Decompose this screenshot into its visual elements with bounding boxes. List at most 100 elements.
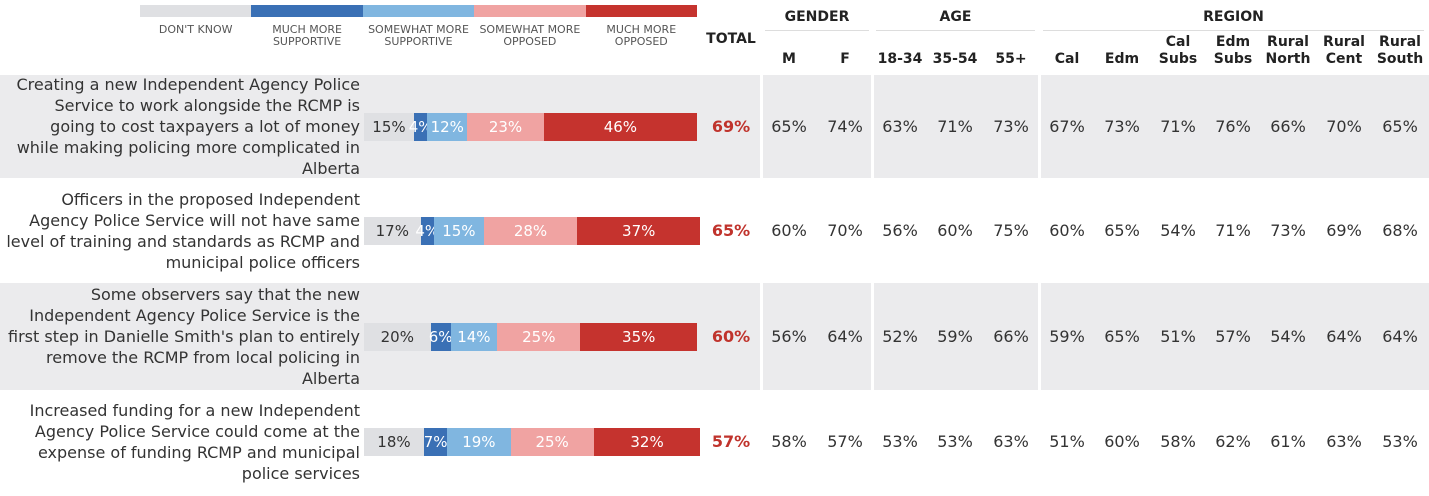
bar-segment: 6% bbox=[428, 322, 453, 351]
table-cell: 63% bbox=[993, 432, 1029, 451]
value-label: 6% bbox=[428, 327, 453, 346]
statement-label: Increased funding for a new Independent … bbox=[29, 400, 360, 483]
bar-segment: 4% bbox=[409, 112, 433, 141]
statement-label: Creating a new Independent Agency Police… bbox=[16, 75, 360, 178]
column-header: Edm bbox=[1104, 51, 1140, 67]
group-header: GENDER bbox=[784, 9, 850, 25]
table-cell: 63% bbox=[882, 117, 918, 136]
table-cell: 71% bbox=[1160, 117, 1196, 136]
value-label: 4% bbox=[408, 117, 433, 136]
table-cell: 65% bbox=[1104, 327, 1140, 346]
row-background bbox=[0, 391, 1429, 492]
bar-segment: 28% bbox=[483, 216, 578, 245]
bar-segment: 20% bbox=[364, 322, 431, 351]
column-separator bbox=[1038, 0, 1041, 496]
legend-swatch bbox=[140, 5, 252, 17]
bar-segment: 23% bbox=[467, 112, 544, 141]
column-header: Rural Cent bbox=[1323, 34, 1365, 67]
column-separator bbox=[871, 0, 874, 496]
row-background bbox=[0, 179, 1429, 282]
row-background bbox=[0, 75, 1429, 178]
table-cell: 71% bbox=[1215, 221, 1251, 240]
table-cell: 60% bbox=[1104, 432, 1140, 451]
bar-segment: 12% bbox=[427, 112, 468, 141]
legend-swatch bbox=[585, 5, 697, 17]
row-background bbox=[0, 283, 1429, 390]
value-label: 4% bbox=[415, 221, 440, 240]
bar-segment: 15% bbox=[433, 216, 484, 245]
table-cell: 52% bbox=[882, 327, 918, 346]
table-cell: 65% bbox=[1382, 117, 1418, 136]
table-cell: 71% bbox=[937, 117, 973, 136]
legend-swatch bbox=[474, 5, 586, 17]
table-cell: 76% bbox=[1215, 117, 1251, 136]
statement-label: Some observers say that the new Independ… bbox=[8, 285, 360, 388]
table-cell: 67% bbox=[1049, 117, 1085, 136]
bar-segment: 25% bbox=[510, 427, 594, 456]
value-label: 18% bbox=[377, 432, 411, 451]
table-cell: 63% bbox=[1326, 432, 1362, 451]
table-cell: 66% bbox=[993, 327, 1029, 346]
value-label: 12% bbox=[430, 117, 464, 136]
column-header: F bbox=[840, 51, 850, 67]
table-cell: 73% bbox=[1270, 221, 1306, 240]
column-header: 55+ bbox=[995, 51, 1027, 67]
group-rule bbox=[876, 30, 1035, 31]
group-header: AGE bbox=[939, 9, 972, 25]
value-label: 15% bbox=[442, 221, 476, 240]
table-cell: 68% bbox=[1382, 221, 1418, 240]
table-cell: 53% bbox=[937, 432, 973, 451]
table-cell: 69% bbox=[711, 117, 751, 136]
legend-label: MUCH MORE SUPPORTIVE bbox=[272, 23, 342, 48]
column-header: Rural North bbox=[1265, 34, 1311, 67]
column-header: Rural South bbox=[1376, 34, 1424, 67]
group-header: REGION bbox=[1203, 9, 1264, 25]
bar-segment: 32% bbox=[593, 427, 701, 456]
table-header: TOTAL bbox=[706, 31, 756, 47]
value-label: 25% bbox=[522, 327, 556, 346]
table-cell: 64% bbox=[1326, 327, 1362, 346]
table-cell: 69% bbox=[1326, 221, 1362, 240]
bar-segment: 7% bbox=[423, 427, 448, 456]
table-cell: 60% bbox=[1049, 221, 1085, 240]
table-cell: 57% bbox=[827, 432, 863, 451]
table-cell: 57% bbox=[1215, 327, 1251, 346]
table-cell: 64% bbox=[1382, 327, 1418, 346]
table-cell: 65% bbox=[771, 117, 807, 136]
table-cell: 58% bbox=[771, 432, 807, 451]
bar-segment: 15% bbox=[364, 112, 414, 141]
bar-segment: 19% bbox=[447, 427, 511, 456]
table-cell: 53% bbox=[882, 432, 918, 451]
statement-label: Officers in the proposed Independent Age… bbox=[6, 189, 360, 272]
table-cell: 73% bbox=[993, 117, 1029, 136]
legend-label: SOMEWHAT MORE OPPOSED bbox=[479, 23, 581, 48]
legend-label: SOMEWHAT MORE SUPPORTIVE bbox=[368, 23, 469, 48]
table-cell: 70% bbox=[827, 221, 863, 240]
bar-segment: 46% bbox=[543, 112, 697, 141]
table-cell: 60% bbox=[771, 221, 807, 240]
value-label: 20% bbox=[380, 327, 414, 346]
table-cell: 60% bbox=[711, 327, 751, 346]
table-cell: 51% bbox=[1049, 432, 1085, 451]
bar-segment: 4% bbox=[415, 216, 439, 245]
legend-swatch bbox=[251, 5, 363, 17]
bar-segment: 25% bbox=[497, 322, 581, 351]
table-cell: 66% bbox=[1270, 117, 1306, 136]
table-cell: 65% bbox=[711, 221, 751, 240]
column-header: M bbox=[782, 51, 796, 67]
column-header: Edm Subs bbox=[1213, 34, 1253, 67]
value-label: 37% bbox=[622, 221, 656, 240]
value-label: 23% bbox=[488, 117, 523, 136]
table-cell: 56% bbox=[882, 221, 918, 240]
value-label: 15% bbox=[372, 117, 406, 136]
table-cell: 60% bbox=[937, 221, 973, 240]
bar-segment: 37% bbox=[577, 216, 701, 245]
value-label: 32% bbox=[630, 432, 664, 451]
table-cell: 54% bbox=[1160, 221, 1196, 240]
bar-segment: 17% bbox=[364, 216, 421, 245]
value-label: 7% bbox=[423, 432, 448, 451]
value-label: 46% bbox=[603, 117, 638, 136]
column-header: Cal bbox=[1054, 51, 1080, 67]
value-label: 28% bbox=[513, 221, 548, 240]
